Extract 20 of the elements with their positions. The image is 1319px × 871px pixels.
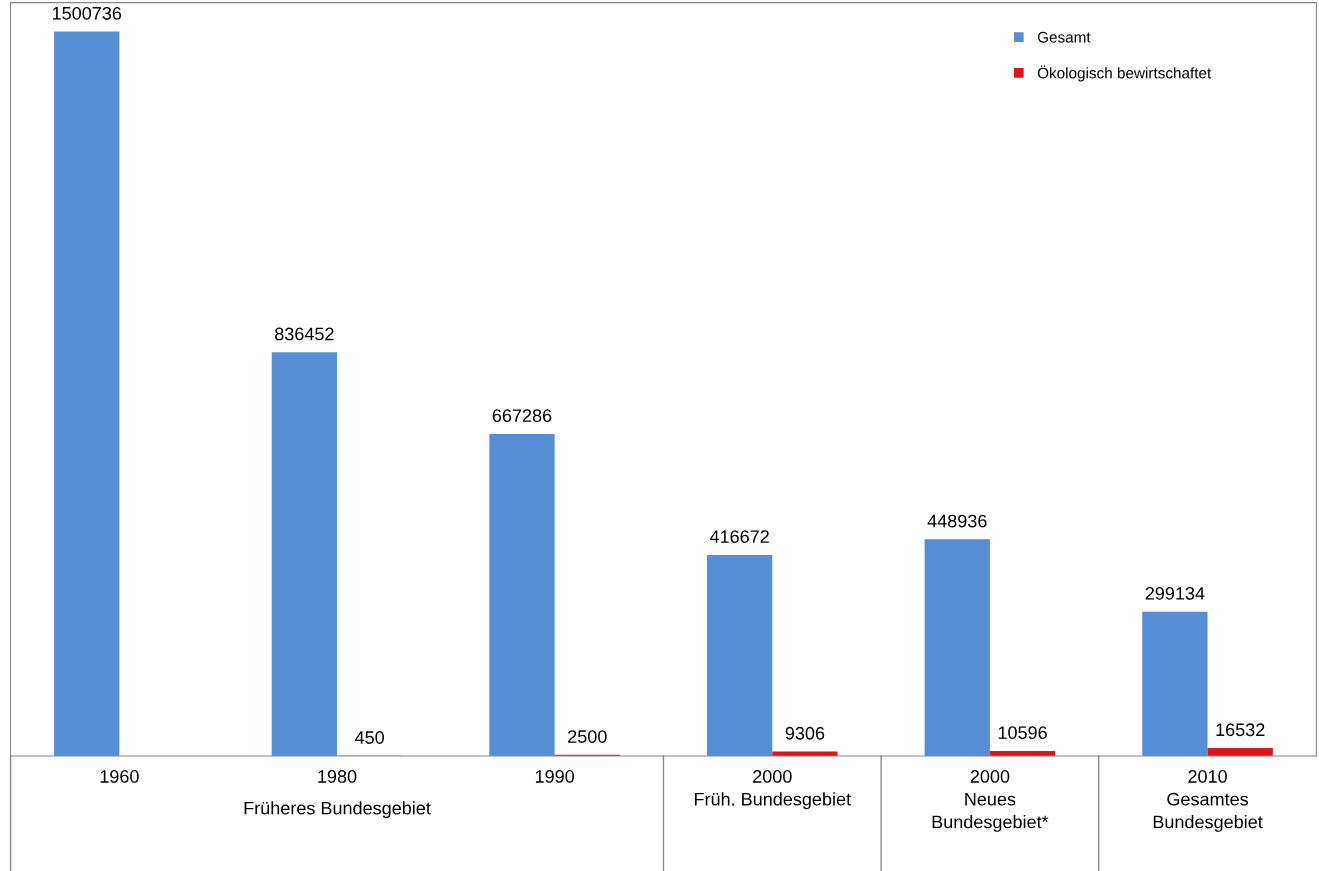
x-tick-label: 2010 Gesamtes Bundesgebiet [1153,770,1263,832]
data-label: 2500 [568,730,607,743]
data-label: 9306 [785,726,825,740]
x-tick-label: 1980 [318,770,357,783]
text: Früheres Bundesgebiet [244,801,431,819]
data-label: 416672 [709,530,769,543]
data-label: 450 [355,731,385,744]
data-label: 836452 [275,327,334,341]
legend-label: Gesamt [1037,31,1091,43]
x-tick-label: 1990 [535,770,575,783]
data-label: 299134 [1145,586,1205,600]
data-label: 16532 [1216,723,1265,737]
data-label: 448936 [927,514,987,528]
x-tick-label: 2000 Früh. Bundesgebiet [694,770,851,810]
data-label: 10596 [998,726,1047,740]
data-label: 667286 [492,409,552,423]
x-tick-label: 2000 Neues Bundesgebiet* [932,770,1049,832]
legend-label: Ökologisch bewirtschaftet [1037,65,1212,82]
data-label: 1500736 [52,6,122,20]
x-tick-label: 1960 [100,770,139,783]
